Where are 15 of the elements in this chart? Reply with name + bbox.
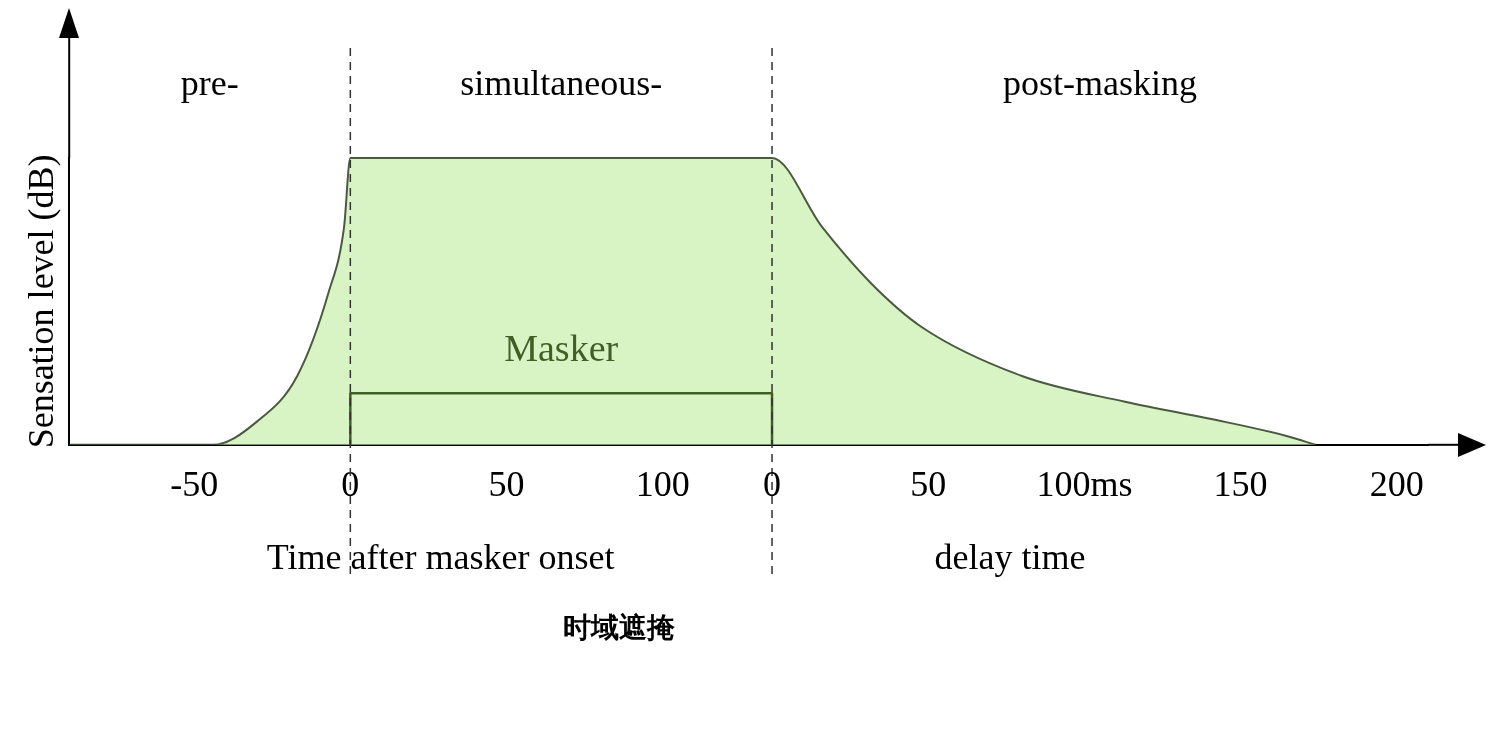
series-label: Masker bbox=[504, 327, 619, 370]
text: simultaneous- bbox=[460, 63, 663, 104]
x2-tick-label: 200 bbox=[1369, 464, 1424, 505]
y-axis-title: Sensation level (dB) bbox=[21, 154, 62, 449]
x-tick-label: 100 bbox=[635, 463, 690, 504]
text: 时域遮掩 bbox=[562, 611, 676, 645]
x2-tick-label: 150 bbox=[1213, 464, 1268, 505]
x2-axis-title: delay time bbox=[934, 537, 1086, 578]
text: post-masking bbox=[1003, 63, 1198, 104]
text: pre- bbox=[180, 63, 239, 104]
x-tick-label: 50 bbox=[488, 463, 525, 504]
x-axis-title: Time after masker onset bbox=[266, 537, 615, 578]
x-tick-label: 0 bbox=[341, 463, 360, 504]
x-tick-label: -50 bbox=[170, 463, 219, 504]
x2-tick-label: 100ms bbox=[1036, 464, 1133, 505]
